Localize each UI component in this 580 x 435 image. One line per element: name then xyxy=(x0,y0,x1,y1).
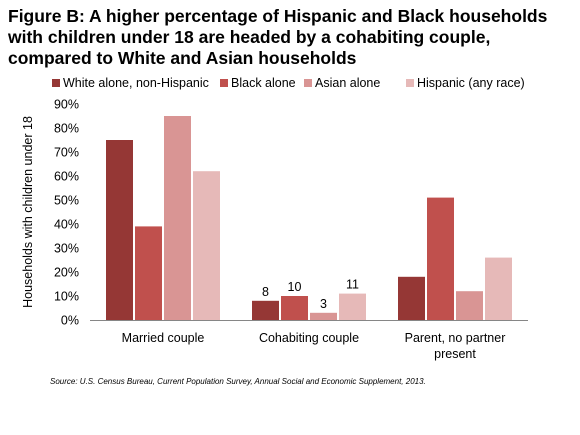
bar xyxy=(135,226,162,320)
legend-swatch xyxy=(406,79,414,87)
legend-label: Hispanic (any race) xyxy=(417,76,525,90)
x-category-label: Parent, no partner xyxy=(405,331,506,345)
y-tick-label: 80% xyxy=(54,122,79,136)
y-tick-label: 70% xyxy=(54,146,79,160)
data-label: 8 xyxy=(262,285,269,299)
chart-title-line: with children under 18 are headed by a c… xyxy=(8,27,491,47)
data-label: 11 xyxy=(346,278,359,292)
chart-title: Figure B: A higher percentage of Hispani… xyxy=(8,6,576,69)
y-tick-label: 50% xyxy=(54,194,79,208)
y-tick-label: 60% xyxy=(54,170,79,184)
y-tick-label: 40% xyxy=(54,218,79,232)
y-axis-title: Households with children under 18 xyxy=(21,116,35,308)
legend-swatch xyxy=(304,79,312,87)
y-tick-label: 90% xyxy=(54,98,79,112)
source-note: Source: U.S. Census Bureau, Current Popu… xyxy=(50,377,426,386)
y-tick-label: 10% xyxy=(54,290,79,304)
x-category-label: Married couple xyxy=(122,331,205,345)
bar xyxy=(456,291,483,320)
legend-swatch xyxy=(52,79,60,87)
bar xyxy=(252,300,279,320)
chart-title-line: compared to White and Asian households xyxy=(8,48,357,68)
legend-swatch xyxy=(220,79,228,87)
legend-label: White alone, non-Hispanic xyxy=(63,76,209,90)
bar xyxy=(310,312,337,320)
legend-label: Asian alone xyxy=(315,76,380,90)
data-label: 3 xyxy=(320,297,327,311)
bar xyxy=(398,276,425,320)
legend-label: Black alone xyxy=(231,76,296,90)
y-tick-label: 0% xyxy=(61,314,79,328)
bar xyxy=(427,197,454,320)
bar xyxy=(164,116,191,320)
bar xyxy=(193,171,220,320)
bar xyxy=(106,140,133,320)
x-category-label: present xyxy=(434,347,476,361)
y-tick-label: 30% xyxy=(54,242,79,256)
chart-title-line: Figure B: A higher percentage of Hispani… xyxy=(8,6,548,26)
y-tick-label: 20% xyxy=(54,266,79,280)
bar xyxy=(281,296,308,320)
data-label: 10 xyxy=(288,280,302,294)
x-category-label: Cohabiting couple xyxy=(259,331,359,345)
bar xyxy=(485,257,512,320)
bar xyxy=(339,293,366,320)
